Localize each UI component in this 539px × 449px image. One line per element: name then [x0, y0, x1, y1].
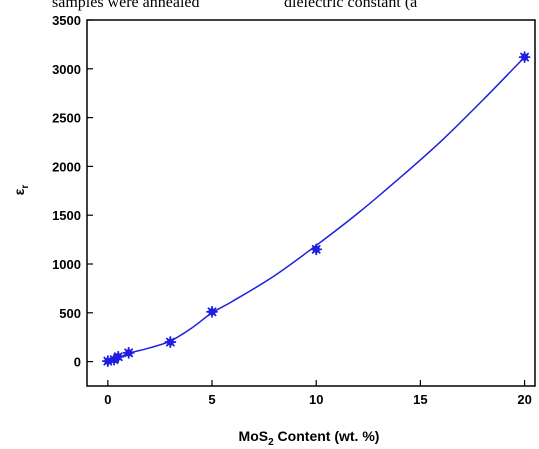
y-axis-label: εr — [11, 185, 31, 196]
y-tick-label: 3000 — [52, 62, 81, 77]
y-tick-label: 0 — [74, 355, 81, 370]
caption-right: dielectric constant (a — [284, 0, 418, 11]
tick-layer: 0 500 1000 1500 2000 2500 3000 3500 0 5 10 15 20 — [52, 13, 532, 407]
data-point — [122, 346, 135, 359]
y-tick-label: 1500 — [52, 208, 81, 223]
y-tick-label: 1000 — [52, 257, 81, 272]
x-tick-label: 15 — [413, 392, 427, 407]
data-point — [206, 305, 218, 318]
y-tick-label: 2500 — [52, 111, 81, 126]
x-tick-label: 10 — [309, 392, 323, 407]
x-tick-label: 20 — [517, 392, 531, 407]
x-axis-label: MoS2 Content (wt. %) — [239, 428, 380, 448]
marker-layer — [101, 51, 531, 368]
data-point — [310, 243, 323, 256]
y-tick-label: 3500 — [52, 13, 81, 28]
caption-text: samples were annealed dielectric constan… — [0, 0, 539, 16]
series-line — [107, 56, 526, 362]
data-point — [112, 350, 125, 363]
y-tick-label: 2000 — [52, 159, 81, 174]
curve-layer — [107, 56, 526, 362]
x-tick-label: 5 — [208, 392, 215, 407]
data-point — [164, 336, 177, 348]
plot-frame — [86, 19, 536, 387]
y-tick-label: 500 — [59, 306, 81, 321]
x-tick-label: 0 — [104, 392, 111, 407]
caption-left: samples were annealed — [52, 0, 200, 11]
data-point — [518, 51, 531, 63]
